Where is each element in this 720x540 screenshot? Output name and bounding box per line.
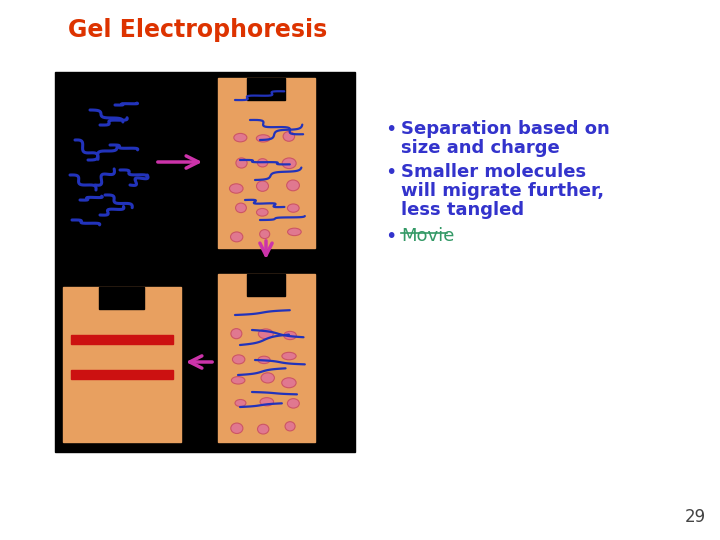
- Ellipse shape: [283, 131, 294, 141]
- Ellipse shape: [258, 329, 274, 339]
- Ellipse shape: [282, 378, 296, 388]
- Ellipse shape: [282, 158, 296, 168]
- Ellipse shape: [287, 180, 300, 191]
- Bar: [71, 335, 173, 344]
- Ellipse shape: [285, 422, 295, 431]
- Ellipse shape: [261, 373, 274, 383]
- Ellipse shape: [230, 184, 243, 193]
- Ellipse shape: [287, 399, 300, 408]
- Text: 29: 29: [685, 508, 706, 526]
- Text: Separation based on: Separation based on: [401, 120, 610, 138]
- Text: Smaller molecules: Smaller molecules: [401, 163, 586, 181]
- Ellipse shape: [233, 355, 245, 364]
- Bar: [218, 274, 315, 442]
- Ellipse shape: [235, 203, 246, 213]
- Ellipse shape: [258, 356, 270, 363]
- Ellipse shape: [282, 352, 296, 360]
- Ellipse shape: [287, 204, 299, 212]
- Text: will migrate further,: will migrate further,: [401, 182, 604, 200]
- Ellipse shape: [284, 332, 297, 340]
- Text: size and charge: size and charge: [401, 139, 559, 157]
- Text: •: •: [385, 227, 397, 246]
- Bar: [63, 287, 181, 442]
- Ellipse shape: [260, 230, 270, 239]
- Ellipse shape: [234, 133, 247, 142]
- Ellipse shape: [257, 159, 268, 167]
- Text: •: •: [385, 120, 397, 139]
- Ellipse shape: [287, 228, 301, 235]
- Ellipse shape: [235, 400, 246, 407]
- Ellipse shape: [231, 329, 242, 339]
- Bar: [247, 274, 285, 296]
- Text: •: •: [385, 163, 397, 182]
- Bar: [99, 287, 144, 309]
- Ellipse shape: [231, 376, 245, 384]
- Bar: [247, 78, 285, 100]
- Bar: [218, 78, 315, 248]
- Ellipse shape: [256, 208, 268, 216]
- Ellipse shape: [231, 423, 243, 434]
- Bar: [71, 370, 173, 379]
- Text: less tangled: less tangled: [401, 201, 524, 219]
- Ellipse shape: [258, 424, 269, 434]
- Text: Gel Electrophoresis: Gel Electrophoresis: [68, 18, 328, 42]
- Ellipse shape: [256, 181, 269, 191]
- Ellipse shape: [256, 135, 270, 142]
- Ellipse shape: [230, 232, 243, 242]
- Bar: [55, 72, 355, 452]
- Ellipse shape: [260, 397, 274, 406]
- Ellipse shape: [236, 158, 247, 168]
- Text: Movie: Movie: [401, 227, 454, 245]
